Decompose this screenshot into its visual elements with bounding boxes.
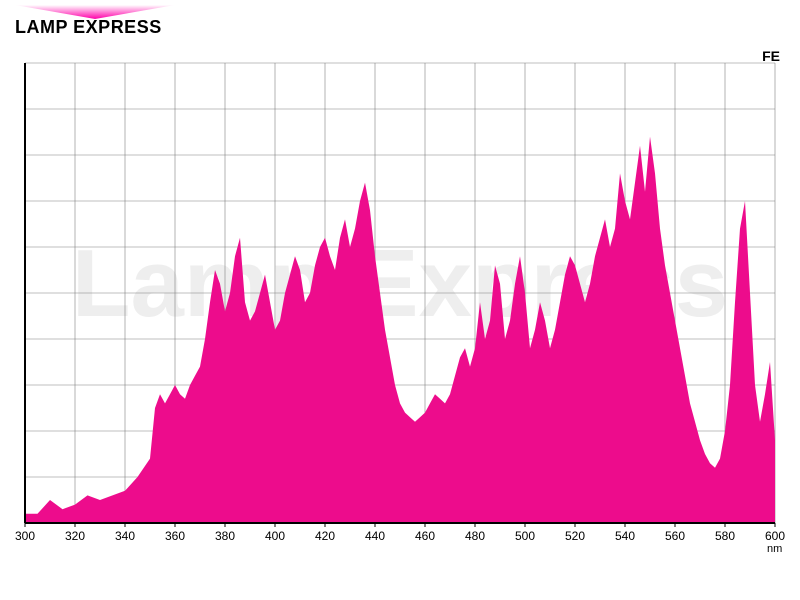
logo-text: LAMP EXPRESS xyxy=(15,17,175,38)
x-tick-label: 560 xyxy=(665,529,685,543)
x-tick-label: 420 xyxy=(315,529,335,543)
x-tick-label: 540 xyxy=(615,529,635,543)
x-tick-label: 460 xyxy=(415,529,435,543)
x-tick-label: 580 xyxy=(715,529,735,543)
x-tick-label: 360 xyxy=(165,529,185,543)
x-tick-label: 320 xyxy=(65,529,85,543)
x-unit-label: nm xyxy=(767,543,782,555)
x-tick-label: 600 xyxy=(765,529,785,543)
chart-container: LAMP EXPRESS FE Lamp Express 30032034036… xyxy=(0,0,800,600)
x-tick-label: 400 xyxy=(265,529,285,543)
chart-svg: Lamp Express xyxy=(20,48,780,548)
x-tick-label: 340 xyxy=(115,529,135,543)
x-tick-label: 520 xyxy=(565,529,585,543)
brand-logo: LAMP EXPRESS xyxy=(15,5,175,38)
spectrum-chart: Lamp Express 300320340360380400420440460… xyxy=(20,48,780,548)
x-tick-label: 300 xyxy=(15,529,35,543)
x-tick-label: 380 xyxy=(215,529,235,543)
x-tick-label: 480 xyxy=(465,529,485,543)
x-tick-label: 500 xyxy=(515,529,535,543)
x-tick-label: 440 xyxy=(365,529,385,543)
